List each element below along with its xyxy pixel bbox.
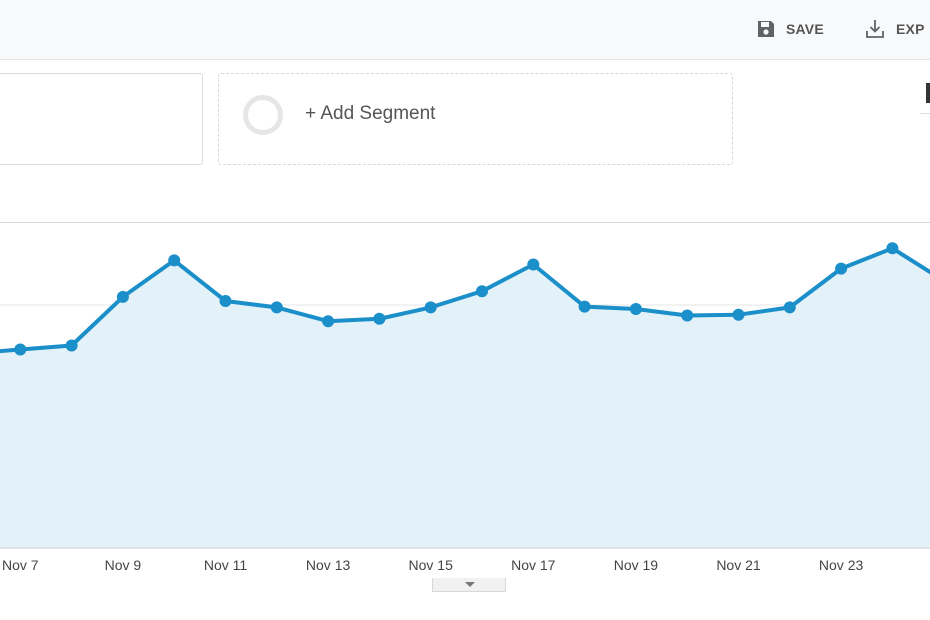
data-point bbox=[835, 262, 848, 275]
data-point bbox=[322, 315, 335, 328]
data-point bbox=[219, 295, 232, 307]
add-segment-label: + Add Segment bbox=[305, 103, 436, 124]
x-tick-label: Nov 21 bbox=[716, 557, 761, 573]
chart-divider bbox=[0, 222, 930, 223]
chevron-down-icon bbox=[465, 582, 475, 587]
save-button[interactable]: SAVE bbox=[756, 14, 824, 44]
data-point bbox=[116, 290, 129, 303]
data-point bbox=[65, 339, 78, 352]
data-point bbox=[527, 258, 540, 271]
x-tick-label: Nov 15 bbox=[409, 557, 454, 573]
data-point bbox=[424, 301, 437, 314]
series-area bbox=[0, 248, 930, 548]
x-tick-label: Nov 17 bbox=[511, 557, 556, 573]
download-icon bbox=[866, 20, 884, 38]
x-tick-label: Nov 23 bbox=[819, 557, 864, 573]
add-segment-button[interactable]: + Add Segment bbox=[218, 73, 733, 165]
chart-expand-toggle[interactable] bbox=[432, 578, 506, 592]
export-button[interactable]: EXP bbox=[864, 14, 925, 44]
x-tick-label: Nov 9 bbox=[105, 557, 142, 573]
data-point bbox=[732, 308, 745, 321]
date-range-selector[interactable] bbox=[920, 79, 930, 114]
x-tick-label: Nov 11 bbox=[204, 557, 248, 573]
data-point bbox=[476, 285, 488, 298]
x-tick-label: Nov 7 bbox=[2, 557, 39, 573]
data-point bbox=[373, 312, 386, 325]
floppy-disk-icon bbox=[758, 21, 774, 37]
save-label: SAVE bbox=[786, 21, 824, 37]
data-point bbox=[14, 343, 27, 356]
report-toolbar: SAVE EXP bbox=[0, 0, 930, 60]
x-tick-label: Nov 19 bbox=[614, 557, 659, 573]
data-point bbox=[629, 303, 642, 315]
data-point bbox=[578, 300, 591, 313]
segment-placeholder-circle bbox=[243, 95, 283, 135]
data-point bbox=[886, 242, 899, 255]
sessions-over-time-chart: Nov 7 Nov 9 Nov 11 Nov 13 Nov 15 Nov 17 Nov 19… bbox=[0, 242, 930, 573]
data-point bbox=[168, 254, 181, 267]
series-line bbox=[0, 246, 930, 354]
data-point bbox=[681, 309, 694, 322]
export-label: EXP bbox=[896, 21, 925, 37]
segment-card-all-users[interactable] bbox=[0, 73, 203, 165]
data-point bbox=[783, 301, 796, 314]
data-point bbox=[270, 301, 283, 314]
x-tick-label: Nov 13 bbox=[306, 557, 351, 573]
